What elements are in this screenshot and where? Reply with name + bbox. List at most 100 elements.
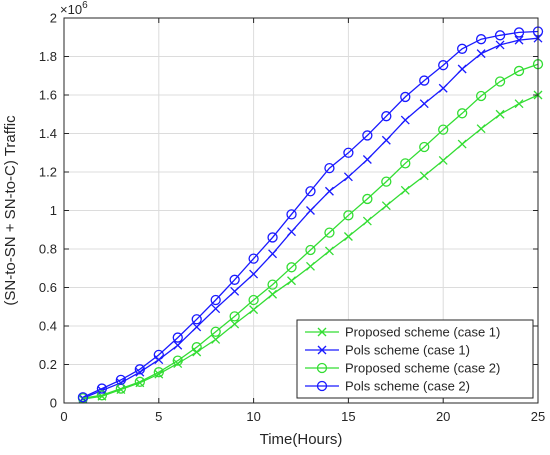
x-tick-label: 15	[341, 409, 355, 424]
y-tick-label: 0	[50, 396, 57, 411]
y-tick-label: 1	[50, 203, 57, 218]
data-point	[381, 111, 392, 122]
legend-label: Pols scheme (case 1)	[345, 343, 470, 358]
data-point	[514, 99, 524, 109]
data-point	[400, 185, 410, 195]
data-point	[343, 147, 354, 158]
data-point	[362, 216, 372, 226]
data-point	[419, 171, 429, 181]
data-point	[457, 64, 467, 74]
data-point	[286, 262, 297, 273]
data-point	[381, 176, 392, 187]
y-tick-label: 1.6	[39, 88, 57, 103]
series-3	[77, 59, 544, 404]
data-point	[324, 186, 334, 196]
data-point	[191, 342, 202, 353]
series-line	[82, 63, 539, 399]
legend-swatch-marker	[316, 362, 328, 374]
data-point	[324, 227, 335, 238]
data-point	[210, 294, 221, 306]
data-point	[229, 274, 240, 285]
x-tick-label: 20	[436, 409, 450, 424]
data-point	[362, 130, 373, 141]
series-layer	[77, 26, 544, 404]
data-point	[457, 139, 467, 149]
data-point	[476, 124, 486, 134]
data-point	[400, 91, 411, 103]
y-axis-label: (SN-to-SN + SN-to-C) Traffic	[2, 115, 19, 306]
data-point	[306, 206, 315, 215]
data-point	[267, 279, 278, 290]
data-point	[230, 286, 240, 296]
data-point	[419, 99, 429, 109]
y-tick-label: 1.2	[39, 165, 57, 180]
y-tick-label: 0.8	[39, 242, 57, 257]
y-exponent-base: ×10	[60, 2, 82, 17]
data-point	[475, 34, 487, 45]
data-point	[154, 369, 164, 379]
x-tick-label: 25	[531, 409, 545, 424]
y-tick-label: 0.6	[39, 280, 57, 295]
data-point	[476, 49, 486, 59]
data-point	[210, 326, 221, 337]
legend-swatch-marker	[317, 345, 327, 355]
data-point	[230, 319, 240, 329]
legend-box	[296, 319, 534, 399]
data-point	[324, 162, 335, 174]
data-point	[438, 155, 448, 165]
data-point	[494, 76, 506, 87]
legend-label: Proposed scheme (case 2)	[345, 361, 500, 376]
data-point	[287, 227, 296, 237]
legend-item: Proposed scheme (case 1)	[305, 325, 500, 340]
legend-item: Proposed scheme (case 2)	[305, 361, 500, 376]
data-point	[77, 392, 89, 403]
data-point	[134, 364, 145, 375]
y-tick-label: 0.2	[39, 357, 57, 372]
legend-swatch-marker	[317, 327, 327, 337]
legend-item: Pols scheme (case 1)	[305, 343, 470, 358]
data-point	[191, 314, 202, 325]
data-point	[135, 367, 145, 377]
data-point	[514, 35, 524, 45]
data-point	[343, 210, 354, 221]
data-point	[305, 244, 316, 256]
x-axis-label: Time(Hours)	[260, 431, 343, 448]
y-exponent-power: 6	[82, 0, 88, 11]
data-point	[211, 304, 221, 314]
data-point	[287, 276, 296, 286]
data-point	[324, 246, 334, 256]
data-point	[153, 349, 164, 361]
data-point	[153, 367, 164, 378]
data-point	[268, 249, 278, 259]
y-tick-label: 0.4	[39, 319, 57, 334]
data-point	[96, 390, 108, 401]
data-point	[268, 289, 278, 299]
legend: Proposed scheme (case 1) Pols scheme (cas…	[296, 319, 534, 399]
data-point	[115, 374, 127, 386]
data-point	[513, 65, 525, 77]
data-point	[134, 376, 145, 387]
y-tick-label: 1.4	[39, 126, 57, 141]
data-point	[249, 269, 259, 279]
data-point	[96, 383, 108, 394]
data-point	[362, 193, 373, 205]
legend-label: Pols scheme (case 2)	[345, 379, 470, 394]
series-1	[78, 90, 543, 404]
data-point	[362, 155, 372, 164]
ticks: 0 5 10 15 20 25 0 0.2 0.4 0.6 0.8 1 1.2 1.4 1.6 1.8 2	[39, 11, 545, 425]
data-point	[419, 141, 430, 153]
data-point	[457, 108, 468, 119]
data-point	[306, 261, 315, 271]
data-point	[381, 135, 391, 145]
y-tick-label: 1.8	[39, 49, 57, 64]
data-point	[495, 109, 505, 119]
x-tick-label: 5	[155, 409, 162, 424]
data-point	[438, 60, 449, 71]
data-point	[305, 186, 316, 197]
series-line	[82, 30, 539, 398]
data-point	[400, 158, 411, 169]
data-point	[229, 311, 240, 322]
data-point	[438, 124, 449, 135]
data-point	[192, 322, 202, 332]
